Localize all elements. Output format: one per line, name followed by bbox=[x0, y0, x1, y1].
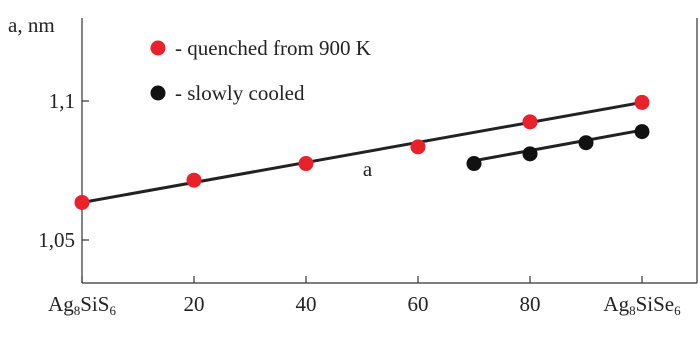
data-point-series-1 bbox=[298, 156, 314, 172]
data-point-series-1 bbox=[74, 194, 90, 210]
line-annotation: a bbox=[363, 157, 373, 181]
data-point-series-1 bbox=[186, 172, 202, 188]
legend-label: - quenched from 900 K bbox=[175, 36, 371, 60]
x-tick-label: 60 bbox=[408, 292, 429, 316]
y-tick-label: 1,1 bbox=[49, 89, 75, 113]
data-point-series-2 bbox=[466, 156, 482, 172]
legend-marker bbox=[150, 85, 166, 101]
data-points bbox=[74, 94, 650, 210]
data-point-series-2 bbox=[634, 124, 650, 140]
legend: - quenched from 900 K - slowly cooled bbox=[150, 36, 371, 105]
labels: 1,05 1,1 a, nm Ag8SiS6 20 40 60 80 Ag8SiSe6 a bbox=[8, 13, 681, 318]
fit-lines bbox=[81, 100, 643, 204]
data-point-series-1 bbox=[522, 114, 538, 130]
x-tick-label: Ag8SiS6 bbox=[48, 292, 116, 318]
data-point-series-1 bbox=[634, 94, 650, 110]
legend-label: - slowly cooled bbox=[175, 81, 305, 105]
axes bbox=[81, 18, 698, 284]
x-tick-label: 20 bbox=[184, 292, 205, 316]
data-point-series-2 bbox=[578, 135, 594, 151]
data-point-series-1 bbox=[410, 139, 426, 155]
legend-marker bbox=[150, 40, 166, 56]
x-tick-label: 40 bbox=[296, 292, 317, 316]
x-tick-label: Ag8SiSe6 bbox=[603, 292, 681, 318]
y-tick-label: 1,05 bbox=[38, 228, 75, 252]
data-point-series-2 bbox=[522, 146, 538, 162]
fit-line-series-2 bbox=[473, 128, 643, 163]
fit-line-series-1 bbox=[81, 100, 643, 204]
x-tick-label: 80 bbox=[520, 292, 541, 316]
y-axis-label: a, nm bbox=[8, 13, 55, 37]
